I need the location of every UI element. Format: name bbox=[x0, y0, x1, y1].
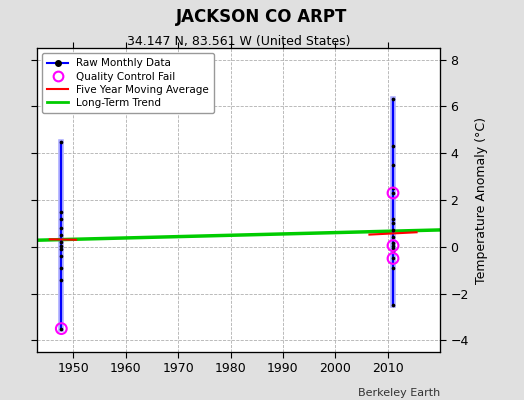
Point bbox=[57, 216, 66, 222]
Text: Berkeley Earth: Berkeley Earth bbox=[358, 388, 440, 398]
Point bbox=[57, 246, 66, 252]
Point bbox=[57, 276, 66, 283]
Point bbox=[389, 216, 397, 222]
Point bbox=[389, 185, 397, 192]
Point bbox=[389, 255, 397, 262]
Point bbox=[389, 96, 397, 103]
Point bbox=[57, 239, 66, 245]
Y-axis label: Temperature Anomaly (°C): Temperature Anomaly (°C) bbox=[475, 116, 487, 284]
Point bbox=[389, 242, 397, 249]
Point bbox=[389, 162, 397, 168]
Point bbox=[389, 143, 397, 150]
Point bbox=[389, 220, 397, 226]
Title: 34.147 N, 83.561 W (United States): 34.147 N, 83.561 W (United States) bbox=[127, 35, 350, 48]
Point bbox=[389, 234, 397, 241]
Point bbox=[389, 302, 397, 308]
Point bbox=[389, 190, 397, 196]
Point bbox=[389, 190, 397, 196]
Point bbox=[389, 242, 397, 249]
Point bbox=[57, 326, 66, 332]
Point bbox=[57, 232, 66, 238]
Point bbox=[389, 245, 397, 251]
Point bbox=[57, 265, 66, 271]
Point bbox=[57, 208, 66, 215]
Point bbox=[57, 242, 66, 249]
Point bbox=[389, 227, 397, 234]
Point bbox=[57, 253, 66, 259]
Text: JACKSON CO ARPT: JACKSON CO ARPT bbox=[176, 8, 348, 26]
Point bbox=[57, 326, 66, 332]
Point bbox=[389, 265, 397, 271]
Legend: Raw Monthly Data, Quality Control Fail, Five Year Moving Average, Long-Term Tren: Raw Monthly Data, Quality Control Fail, … bbox=[42, 53, 214, 113]
Point bbox=[389, 255, 397, 262]
Point bbox=[389, 240, 397, 246]
Point bbox=[57, 225, 66, 231]
Point bbox=[57, 138, 66, 145]
Point bbox=[389, 248, 397, 255]
